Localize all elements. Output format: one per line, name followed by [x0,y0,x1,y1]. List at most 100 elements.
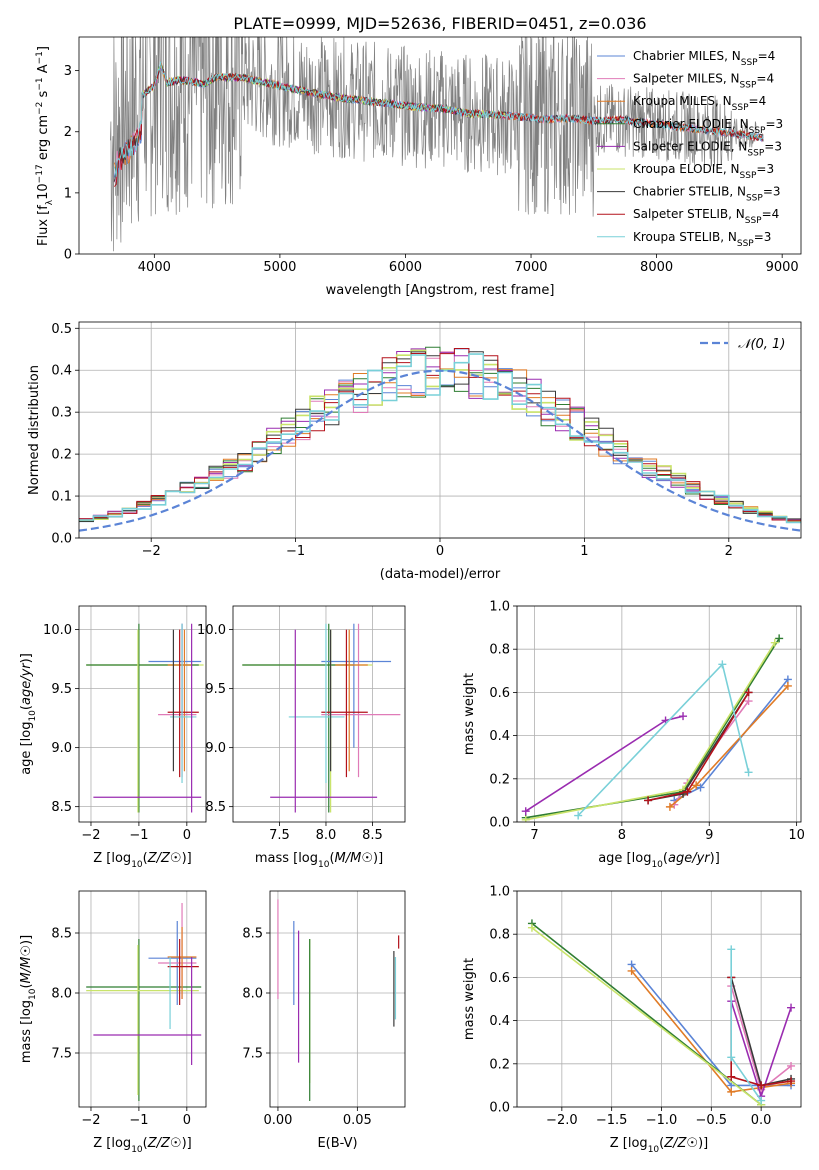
spectrum-ytick-label: 2 [64,125,72,140]
spectrum-xtick-label: 6000 [389,260,422,275]
z-age-ytick-label: 9.0 [51,741,72,756]
age-weight-point [574,811,583,820]
z-age-plot [86,623,204,813]
legend-entry: Salpeter MILES, NSSP=4 [633,72,774,91]
z-age-ylabel: age [log10(age/yr)] [19,653,38,775]
spectrum-model-line [113,61,764,177]
age-weight-series-line [525,637,780,819]
spectrum-xtick-label: 4000 [138,260,171,275]
z-mass-ticks: −2 −1 0 7.5 8.0 8.5 [51,927,191,1129]
residuals-ytick-label: 0.0 [51,532,72,547]
z-age-xtick-label: −1 [129,828,148,843]
spectrum-model-line [113,61,764,182]
age-weight-point [744,768,753,777]
age-weight-xtick-label: 10 [788,828,805,843]
z-weight-xtick-label: −1.0 [646,1113,678,1128]
residuals-ytick-label: 0.1 [51,490,72,505]
ebv-mass-ticks: 0.00 0.05 7.5 8.0 8.5 [242,927,372,1129]
age-weight-point [696,783,705,792]
age-weight-plot [521,634,792,822]
residuals-frame [78,321,802,539]
normal-curve [79,369,801,532]
spectrum-xlabel: wavelength [Angstrom, rest frame] [326,283,555,298]
ebv-mass-ytick-label: 8.0 [242,987,263,1002]
z-weight-ytick-label: 1.0 [489,885,510,900]
spectrum-ytick-label: 1 [64,186,72,201]
ebv-mass-xtick-label: 0.00 [263,1113,292,1128]
legend-entry: Salpeter STELIB, NSSP=4 [633,207,779,226]
ebv-mass-plot [277,899,400,1101]
z-mass-ytick-label: 7.5 [51,1047,72,1062]
mass-age-xtick-label: 8.5 [362,828,383,843]
z-weight-point [727,1053,736,1062]
z-weight-xtick-label: −1.5 [596,1113,628,1128]
residual-histogram [79,353,801,524]
spectrum-ytick-label: 0 [64,248,72,263]
age-weight-ticks: 7 8 9 10 0.0 0.2 0.4 0.6 0.8 1.0 [489,600,805,844]
age-weight-point [521,807,530,816]
age-weight-point [679,712,688,721]
legend-entry: Chabrier ELODIE, NSSP=3 [633,117,783,136]
z-mass-xtick-label: 0 [183,1113,191,1128]
age-weight-xlabel: age [log10(age/yr)] [598,851,720,870]
z-mass-xlabel: Z [log10(Z/Z☉)] [93,1136,191,1155]
z-weight-axes: −2.0 −1.5 −1.0 −0.5 0.0 0.0 0.2 0.4 0.6 0.8 1.0 Z [… [462,885,802,1155]
residuals-xlabel: (data-model)/error [380,567,501,582]
z-mass-axes: −2 −1 0 7.5 8.0 8.5 Z [log10(Z/Z☉)] mass [log10… [19,890,207,1155]
age-weight-ytick-label: 0.4 [489,729,510,744]
z-weight-point [757,1081,766,1090]
age-weight-ylabel: mass weight [462,673,477,755]
z-mass-plot [86,903,202,1101]
age-weight-point [744,697,753,706]
mass-age-ticks: 7.5 8.0 8.5 8.5 9.0 9.5 10.0 [197,623,383,843]
z-weight-point [757,1096,766,1105]
z-weight-series-line [531,927,762,1106]
ebv-mass-frame [269,890,406,1108]
mass-age-plot [242,623,401,813]
spectrum-ylabel: Flux [fλ10−17 erg cm−2 s−1 A−1] [35,46,55,246]
z-age-xtick-label: 0 [183,828,191,843]
ebv-mass-axes: 0.00 0.05 7.5 8.0 8.5 E(B-V) [242,890,406,1151]
z-age-frame [78,605,207,823]
legend-entry: Kroupa MILES, NSSP=4 [633,94,766,113]
spectrum-ticks: 4000 5000 6000 7000 8000 9000 0 1 2 3 [64,64,799,275]
residuals-ytick-label: 0.4 [51,364,72,379]
age-weight-point [665,802,674,811]
age-weight-point [644,796,653,805]
spectrum-axes: 4000 5000 6000 7000 8000 9000 0 1 2 3 wavelength [… [35,36,802,298]
ebv-mass-ytick-label: 7.5 [242,1047,263,1062]
age-weight-point [770,638,779,647]
z-age-xtick-label: −2 [81,828,100,843]
age-weight-point [692,781,701,790]
age-weight-ytick-label: 1.0 [489,600,510,615]
mass-age-xtick-label: 7.5 [269,828,290,843]
spectrum-ytick-label: 3 [64,64,72,79]
age-weight-point [718,660,727,669]
z-weight-ytick-label: 0.4 [489,1014,510,1029]
spectrum-xtick-label: 9000 [766,260,799,275]
mass-age-ytick-label: 10.0 [197,623,226,638]
z-weight-point [727,1087,736,1096]
z-weight-point [727,945,736,954]
z-weight-point [727,1072,736,1081]
z-mass-grid [79,891,206,1107]
residuals-plot [79,346,801,532]
age-weight-ytick-label: 0.8 [489,643,510,658]
age-weight-frame [516,605,802,823]
spectrum-xtick-label: 5000 [263,260,296,275]
z-weight-xtick-label: −0.5 [696,1113,728,1128]
age-weight-xtick-label: 8 [618,828,626,843]
residuals-ytick-label: 0.2 [51,448,72,463]
z-mass-ytick-label: 8.0 [51,987,72,1002]
z-age-axes: −2 −1 0 8.5 9.0 9.5 10.0 Z [log10(Z/Z☉)] age [lo… [19,605,207,870]
z-weight-ytick-label: 0.8 [489,928,510,943]
spectrum-legend: Chabrier MILES, NSSP=4 Salpeter MILES, NS… [597,49,783,249]
spectrum-plot [110,37,764,252]
ebv-mass-xtick-label: 0.05 [343,1113,372,1128]
age-weight-xtick-label: 7 [530,828,538,843]
z-weight-xtick-label: 0.0 [751,1113,772,1128]
z-age-xlabel: Z [log10(Z/Z☉)] [93,851,191,870]
age-weight-point [683,787,692,796]
age-weight-point [521,815,530,822]
z-weight-point [787,1003,796,1012]
